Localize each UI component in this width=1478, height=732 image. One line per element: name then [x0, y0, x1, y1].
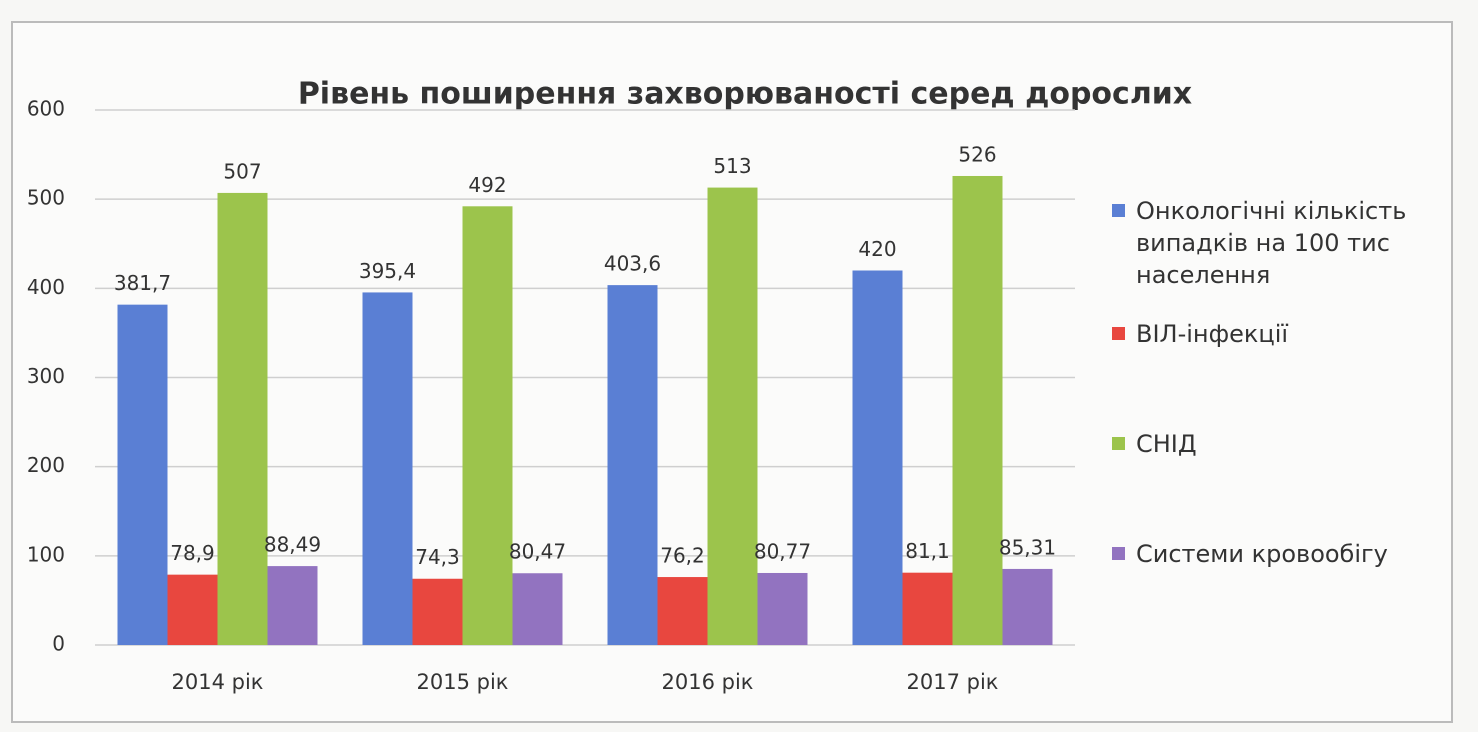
bar	[362, 292, 413, 645]
data-label: 492	[468, 173, 506, 197]
legend-item: Онкологічні кількість випадків на 100 ти…	[1112, 195, 1478, 291]
bar	[1002, 568, 1053, 645]
chart-title: Рівень поширення захворюваності серед до…	[298, 77, 1192, 112]
legend-label: Системи кровообігу	[1136, 540, 1388, 568]
data-label: 81,1	[905, 539, 950, 563]
data-label: 85,31	[999, 535, 1056, 559]
bar	[412, 578, 463, 645]
y-tick-label: 500	[27, 186, 65, 210]
bar	[167, 574, 218, 645]
data-label: 507	[223, 159, 261, 183]
legend-swatch	[1112, 327, 1125, 340]
bar	[462, 206, 513, 646]
legend-item: СНІД	[1112, 428, 1478, 460]
legend-swatch	[1112, 204, 1125, 217]
y-tick-label: 600	[27, 97, 65, 121]
bar	[657, 577, 708, 645]
y-tick-label: 100	[27, 542, 65, 566]
bar	[852, 270, 903, 645]
data-label: 80,77	[754, 539, 811, 563]
legend-label: СНІД	[1136, 430, 1197, 458]
x-tick-label: 2015 рік	[417, 670, 509, 694]
data-label: 513	[713, 154, 751, 178]
data-label: 403,6	[604, 252, 661, 276]
y-tick-label: 300	[27, 364, 65, 388]
data-label: 80,47	[509, 540, 566, 564]
legend-swatch	[1112, 547, 1125, 560]
y-tick-label: 200	[27, 453, 65, 477]
legend-item: Системи кровообігу	[1112, 538, 1478, 570]
x-tick-label: 2016 рік	[662, 670, 754, 694]
legend-label: Онкологічні кількість випадків на 100 ти…	[1136, 197, 1407, 289]
bar	[707, 187, 758, 645]
data-label: 74,3	[415, 545, 460, 569]
bar	[512, 573, 563, 645]
bar	[217, 192, 268, 646]
bar	[952, 175, 1003, 645]
data-label: 420	[858, 237, 896, 261]
bar	[267, 566, 318, 645]
bar	[607, 285, 658, 645]
data-label: 78,9	[170, 541, 215, 565]
bar	[757, 572, 808, 645]
data-label: 395,4	[359, 259, 416, 283]
x-tick-label: 2017 рік	[907, 670, 999, 694]
y-tick-label: 0	[52, 632, 65, 656]
legend-label: ВІЛ-інфекції	[1136, 320, 1289, 348]
x-tick-label: 2014 рік	[172, 670, 264, 694]
data-label: 88,49	[264, 533, 321, 557]
data-label: 526	[958, 142, 996, 166]
data-label: 76,2	[660, 544, 705, 568]
bar	[902, 572, 953, 645]
data-label: 381,7	[114, 271, 171, 295]
y-tick-label: 400	[27, 275, 65, 299]
legend-item: ВІЛ-інфекції	[1112, 318, 1478, 350]
legend-swatch	[1112, 437, 1125, 450]
bar	[117, 304, 168, 645]
